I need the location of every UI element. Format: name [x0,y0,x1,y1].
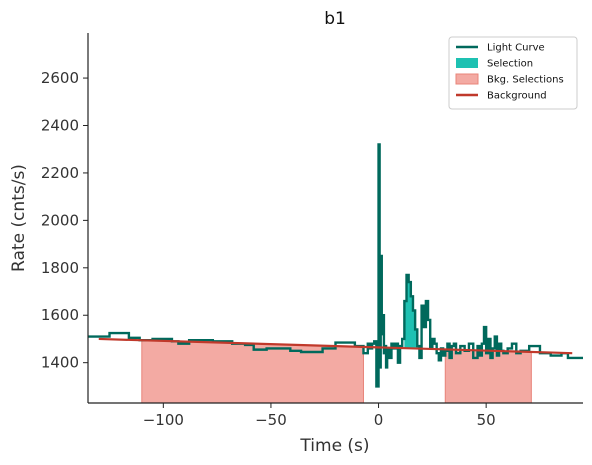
legend: Light Curve Selection Bkg. Selections Backg… [448,36,578,110]
x-tick-label: 0 [374,411,384,429]
y-tick-label: 1600 [41,306,79,324]
y-axis-title: Rate (cnts/s) [9,164,29,272]
legend-frame [448,36,578,110]
y-tick-label: 2600 [41,69,79,87]
legend-label-4: Background [487,91,547,102]
legend-label-2: Selection [487,59,533,70]
ticks-layer: −100 −50 0 50 1400 1600 1800 2000 2200 2400 2600 [41,69,496,429]
line-layer [88,143,583,388]
chart-title: b1 [324,9,346,29]
y-tick-label: 2000 [41,211,79,229]
background-line [98,337,573,355]
y-tick-label: 1800 [41,259,79,277]
x-tick-label: 50 [477,411,496,429]
legend-swatch-2 [456,58,478,68]
y-tick-label: 2400 [41,117,79,135]
x-axis-title: Time (s) [299,436,369,456]
bkg-selection-region-2 [444,348,532,404]
legend-label-1: Light Curve [487,43,545,54]
legend-swatch-3 [455,73,479,85]
light-curve-line [88,143,583,388]
y-tick-label: 1400 [41,354,79,372]
y-tick-label: 2200 [41,164,79,182]
legend-label-3: Bkg. Selections [487,75,564,86]
x-tick-label: −50 [255,411,287,429]
axes-layer [87,33,583,404]
x-tick-label: −100 [143,411,184,429]
